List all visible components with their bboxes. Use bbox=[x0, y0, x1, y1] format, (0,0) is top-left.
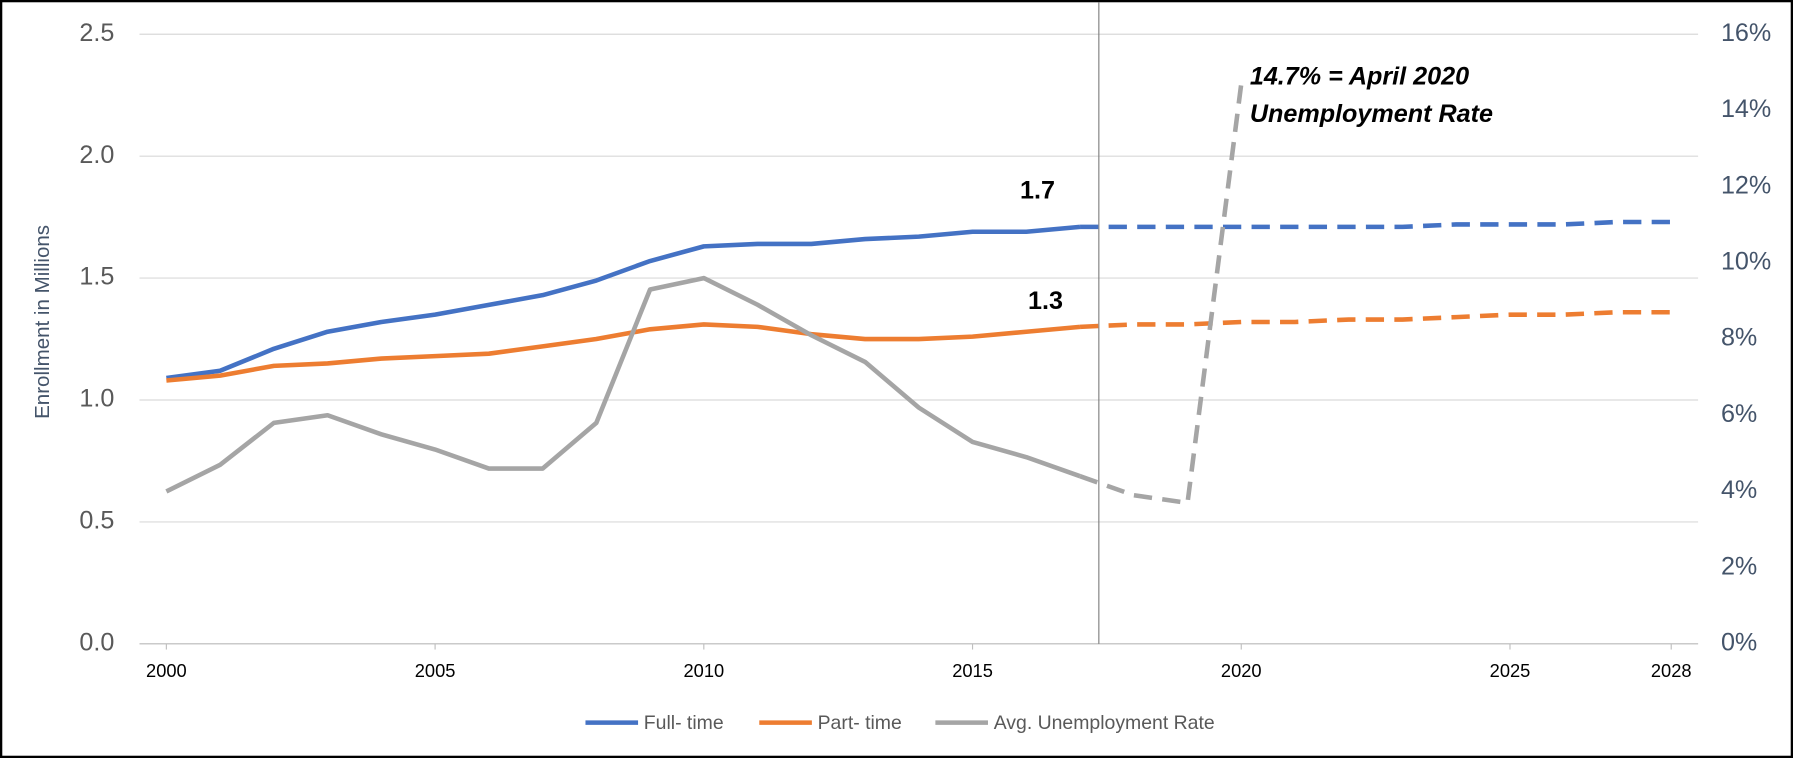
y2-tick-label: 16% bbox=[1721, 19, 1771, 47]
y-tick-label: 2.5 bbox=[79, 19, 114, 47]
y2-tick-label: 2% bbox=[1721, 552, 1757, 580]
x-tick-label: 2010 bbox=[683, 660, 724, 681]
y-tick-label: 2.0 bbox=[79, 141, 114, 169]
y-axis-label: Enrollment in Millions bbox=[31, 225, 54, 419]
y2-tick-label: 8% bbox=[1721, 324, 1757, 352]
annotation: 1.7 bbox=[1020, 176, 1055, 204]
y2-tick-label: 0% bbox=[1721, 628, 1757, 656]
y-tick-label: 0.0 bbox=[79, 628, 114, 656]
y2-tick-label: 10% bbox=[1721, 247, 1771, 275]
y2-tick-label: 6% bbox=[1721, 400, 1757, 428]
legend-label: Avg. Unemployment Rate bbox=[994, 712, 1215, 734]
x-tick-label: 2000 bbox=[146, 660, 187, 681]
x-tick-label: 2025 bbox=[1490, 660, 1531, 681]
series-line bbox=[1079, 309, 1672, 330]
series-line bbox=[1080, 219, 1672, 230]
series-line bbox=[166, 224, 1081, 381]
y2-tick-label: 14% bbox=[1721, 95, 1771, 123]
x-tick-label: 2005 bbox=[415, 660, 456, 681]
annotation: 1.3 bbox=[1028, 287, 1063, 315]
legend-label: Full- time bbox=[644, 712, 724, 734]
y-tick-label: 1.0 bbox=[79, 385, 114, 413]
series-line bbox=[166, 322, 1081, 383]
x-tick-label: 2028 bbox=[1651, 660, 1692, 681]
y2-tick-label: 12% bbox=[1721, 171, 1771, 199]
series-line bbox=[165, 275, 1081, 494]
x-tick-label: 2015 bbox=[952, 660, 993, 681]
y-tick-label: 0.5 bbox=[79, 507, 114, 535]
legend-label: Part- time bbox=[818, 712, 902, 734]
y2-tick-label: 4% bbox=[1721, 476, 1757, 504]
x-tick-label: 2020 bbox=[1221, 660, 1262, 681]
annotation: Unemployment Rate bbox=[1250, 100, 1493, 128]
annotation: 14.7% = April 2020 bbox=[1250, 62, 1469, 90]
series-line bbox=[1079, 83, 1244, 506]
y-tick-label: 1.5 bbox=[79, 263, 114, 291]
